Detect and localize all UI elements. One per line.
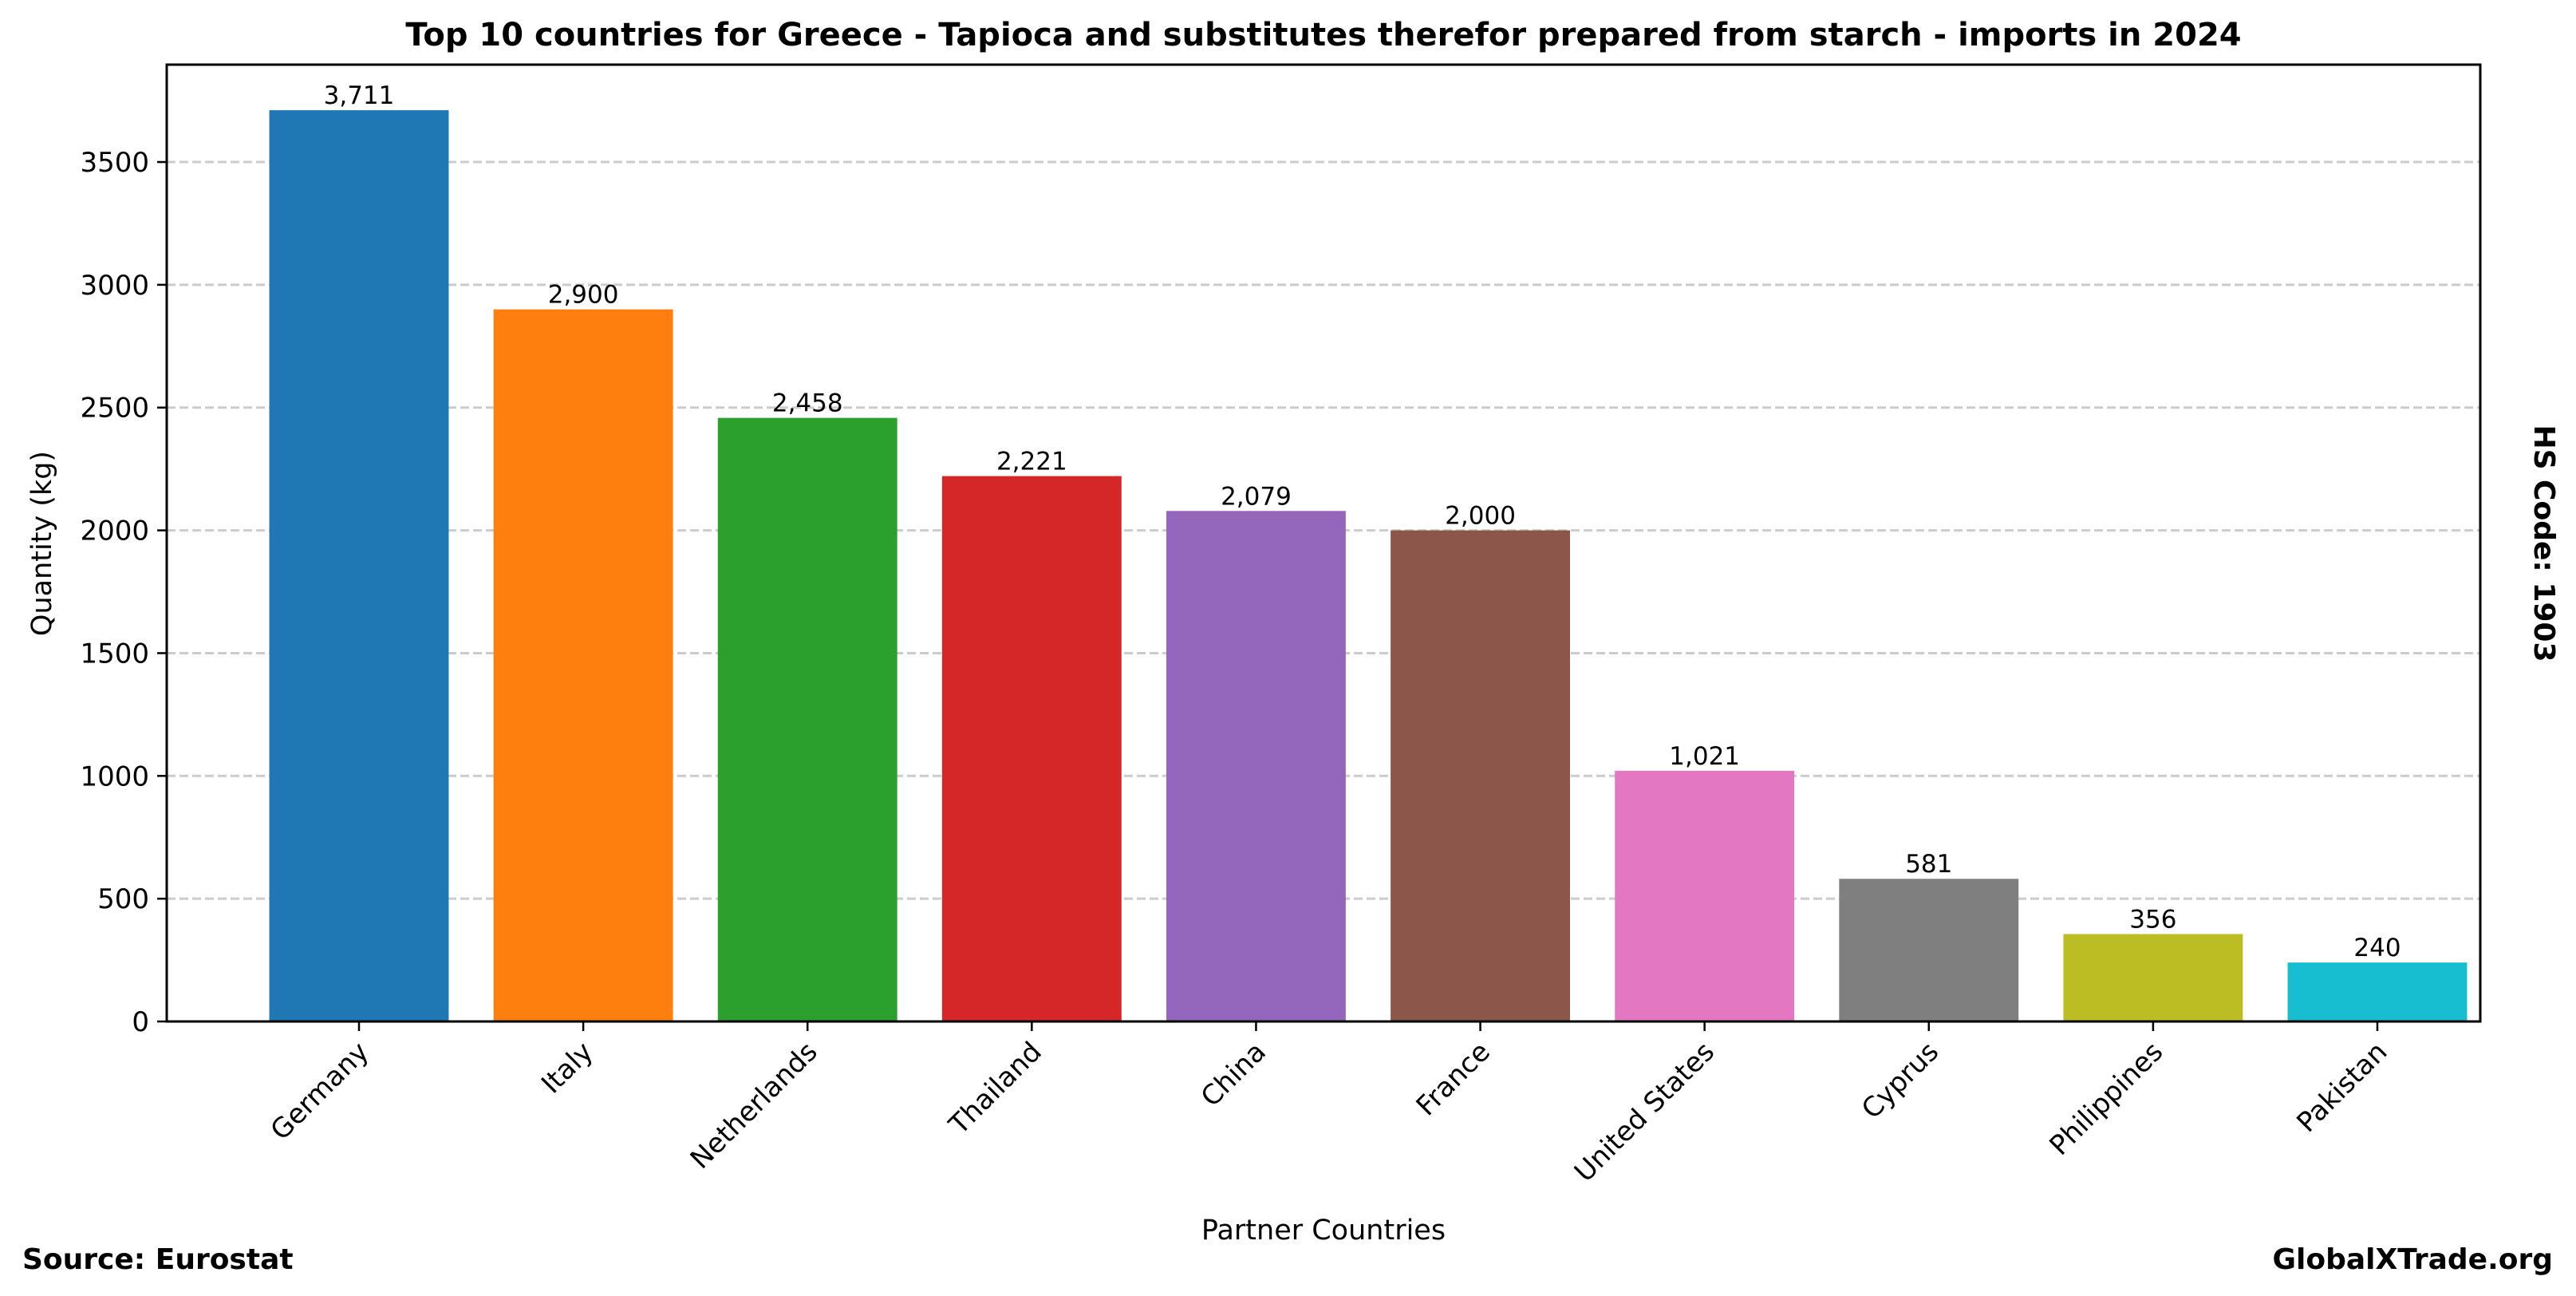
bar-china xyxy=(1166,511,1346,1021)
source-label: Source: Eurostat xyxy=(22,1243,294,1276)
y-tick-label: 2000 xyxy=(80,516,149,547)
bar-united-states xyxy=(1615,770,1795,1021)
data-labels: 3,711 2,900 2,458 2,221 2,079 2,000 1,021 581 35… xyxy=(324,81,2401,962)
hs-code-label: HS Code: 1903 xyxy=(2527,425,2560,662)
y-tick-label: 1000 xyxy=(80,761,149,792)
y-tick-label: 3000 xyxy=(80,270,149,302)
data-label: 581 xyxy=(1905,850,1952,879)
bar-philippines xyxy=(2063,934,2243,1021)
data-label: 3,711 xyxy=(324,81,395,110)
x-tick-label: United States xyxy=(1568,1036,1721,1188)
data-label: 356 xyxy=(2129,905,2176,934)
data-label: 2,000 xyxy=(1445,502,1516,531)
y-tick-label: 3500 xyxy=(80,147,149,179)
brand-label: GlobalXTrade.org xyxy=(2272,1243,2553,1276)
x-tick-label: Thailand xyxy=(942,1036,1047,1141)
data-label: 2,079 xyxy=(1221,482,1292,511)
data-label: 2,458 xyxy=(772,389,843,418)
y-tick-label: 2500 xyxy=(80,393,149,425)
x-tick-label: Pakistan xyxy=(2290,1036,2393,1139)
data-label: 1,021 xyxy=(1669,742,1740,771)
x-axis-ticks: Germany Italy Netherlands Thailand China Fran… xyxy=(265,1021,2393,1188)
bar-netherlands xyxy=(717,417,897,1021)
bar-cyprus xyxy=(1839,879,2019,1021)
chart-title: Top 10 countries for Greece - Tapioca an… xyxy=(405,17,2241,53)
x-tick-label: Netherlands xyxy=(684,1036,824,1175)
y-tick-label: 500 xyxy=(97,883,149,915)
y-axis-ticks: 0 500 1000 1500 2000 2500 3000 3500 xyxy=(80,147,167,1038)
y-tick-label: 1500 xyxy=(80,638,149,670)
data-label: 2,221 xyxy=(996,448,1067,476)
bar-france xyxy=(1391,530,1570,1021)
x-tick-label: Germany xyxy=(265,1036,376,1147)
bar-pakistan xyxy=(2287,962,2468,1021)
x-tick-label: Cyprus xyxy=(1856,1036,1945,1125)
bar-thailand xyxy=(941,476,1122,1021)
x-tick-label: Philippines xyxy=(2043,1036,2169,1162)
bar-italy xyxy=(493,309,673,1022)
x-tick-label: China xyxy=(1195,1036,1272,1113)
plot-frame xyxy=(165,63,2482,1023)
bars xyxy=(269,110,2468,1022)
x-tick-label: France xyxy=(1410,1036,1497,1122)
x-tick-label: Italy xyxy=(535,1036,599,1100)
bar-germany xyxy=(269,110,449,1022)
y-axis-label: Quantity (kg) xyxy=(26,451,58,636)
data-label: 240 xyxy=(2353,934,2400,962)
data-label: 2,900 xyxy=(548,281,619,310)
x-axis-label: Partner Countries xyxy=(1201,1215,1446,1247)
y-tick-label: 0 xyxy=(132,1006,149,1038)
